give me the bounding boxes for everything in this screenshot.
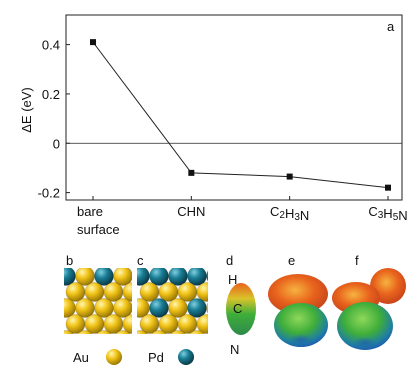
- au-atom: [122, 282, 132, 302]
- c2h3n-nitrile-lobe: [274, 303, 328, 347]
- au-legend-swatch: [106, 349, 122, 365]
- au-atom: [206, 302, 208, 314]
- au-atom: [113, 268, 132, 286]
- panel-label-b: b: [66, 253, 73, 268]
- data-point-marker: [188, 169, 195, 176]
- au-atom: [122, 314, 132, 334]
- x-tick-label: surface: [77, 222, 120, 237]
- panel-d-chn-potential: d H C N: [226, 253, 256, 357]
- au-legend-label: Au: [73, 350, 89, 365]
- c2h3n-negative-region: [289, 334, 313, 346]
- panel-f-c3h5n-potential: f: [332, 253, 406, 350]
- y-axis-label: ΔE (eV): [19, 87, 34, 133]
- atom-label-h: H: [228, 272, 237, 287]
- y-tick-label: 0.4: [42, 38, 60, 53]
- atom-label-c: C: [233, 301, 242, 316]
- panel-b-au-surface: b Au: [64, 253, 132, 365]
- panel-label-d: d: [226, 253, 233, 268]
- au-atom: [96, 330, 112, 334]
- chn-molecule-surface: [226, 283, 256, 335]
- data-point-marker: [90, 39, 96, 46]
- series-markers: [90, 39, 391, 191]
- y-axis-ticks: 0.4 0.2 0 -0.2: [38, 38, 70, 201]
- au-atom: [207, 331, 226, 350]
- plot-frame: [65, 14, 403, 201]
- data-point-marker: [286, 173, 293, 180]
- pd-legend-swatch: [178, 349, 194, 365]
- x-tick-label: C3H5N: [368, 204, 407, 223]
- data-point-marker: [385, 184, 391, 191]
- y-tick-label: 0: [53, 136, 60, 151]
- c3h5n-nitrile-lobe: [337, 302, 393, 350]
- au-atom: [77, 330, 93, 334]
- atom-label-n: N: [230, 342, 239, 357]
- au-atom: [113, 298, 132, 318]
- pd-legend-label: Pd: [148, 350, 164, 365]
- panel-e-c2h3n-potential: e: [268, 253, 328, 347]
- y-tick-label: -0.2: [38, 186, 60, 201]
- au-atom: [196, 282, 208, 302]
- x-tick-label: C2H3N: [270, 204, 309, 223]
- au-atom: [64, 330, 74, 334]
- panel-label-f: f: [355, 253, 359, 268]
- panel-label-e: e: [288, 253, 295, 268]
- au-atom: [151, 330, 167, 334]
- panel-c-pd-surface: c Pd: [137, 253, 226, 365]
- au-atom: [189, 330, 205, 334]
- pd-atom: [206, 270, 208, 282]
- y-tick-label: 0.2: [42, 87, 60, 102]
- au-atom: [170, 330, 186, 334]
- c3h5n-negative-region: [353, 337, 377, 349]
- au-atom: [196, 314, 208, 334]
- chart-panel-a: 0.4 0.2 0 -0.2 bare surface CHN C2H3N C3H5N a Δ…: [19, 14, 408, 237]
- au-atom: [115, 330, 131, 334]
- panel-label-c: c: [137, 253, 144, 268]
- series-line: [92, 41, 389, 189]
- x-tick-label: CHN: [177, 204, 205, 219]
- x-axis-ticks: bare surface CHN C2H3N C3H5N: [77, 196, 408, 237]
- c2h3n-methyl-lobe: [268, 274, 328, 314]
- x-tick-label: bare: [77, 204, 103, 219]
- panel-label-a: a: [387, 19, 395, 34]
- au-atom: [137, 330, 148, 334]
